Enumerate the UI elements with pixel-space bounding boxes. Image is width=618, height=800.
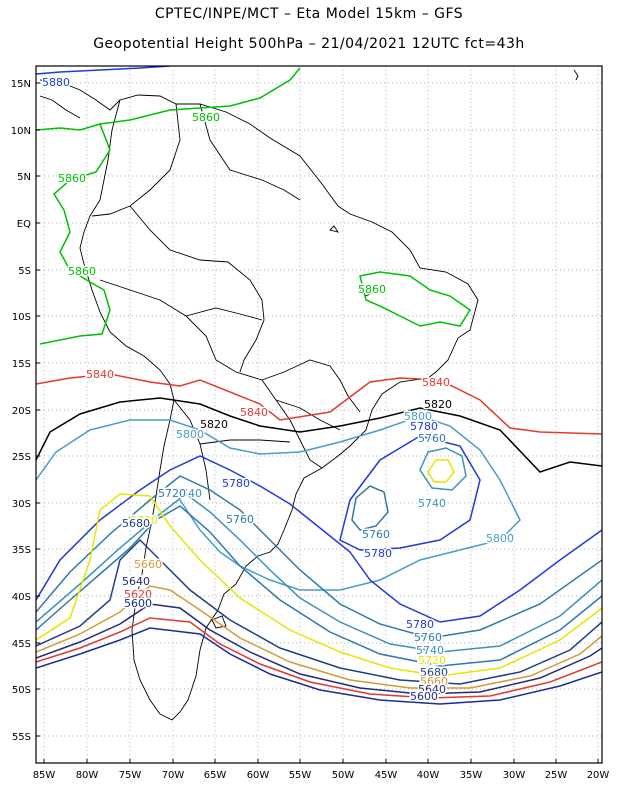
contour-5620 — [36, 617, 602, 699]
lon-tick-label: 40W — [417, 770, 440, 781]
contour-5720-inner — [427, 459, 455, 483]
label-5860-peru: 5860 — [68, 265, 96, 278]
label-5720-land: 5720 — [158, 487, 186, 500]
contour-5660 — [36, 585, 602, 689]
lon-tick-label: 30W — [503, 770, 526, 781]
contour-5720 — [36, 505, 602, 667]
label-5680-south: 5680 — [420, 666, 448, 679]
lat-tick-label: 5N — [17, 172, 31, 183]
label-5840-mid: 5840 — [240, 406, 268, 419]
contour-5740 — [36, 493, 602, 653]
lat-tick-label: 35S — [12, 545, 31, 556]
lat-tick-label: 5S — [18, 266, 31, 277]
contour-5700 — [36, 493, 602, 677]
coastlines — [39, 69, 579, 721]
label-5680-west: 5680 — [122, 517, 150, 530]
contour-5820 — [36, 397, 602, 473]
label-5760-coast: 5760 — [418, 432, 446, 445]
label-5820-mid: 5820 — [200, 418, 228, 431]
label-5760-land: 5760 — [226, 513, 254, 526]
label-5780-coast: 5780 — [410, 420, 438, 433]
height-contours — [36, 66, 602, 705]
lon-tick-label: 85W — [33, 770, 56, 781]
lat-lon-grid — [36, 66, 602, 763]
lon-tick-label: 80W — [76, 770, 99, 781]
label-5860-west: 5860 — [58, 172, 86, 185]
label-5780-ocean: 5780 — [406, 618, 434, 631]
label-5880: 5880 — [42, 76, 70, 89]
contour-5680 — [36, 538, 602, 685]
lon-tick-label: 20W — [587, 770, 610, 781]
label-5860-brazil: 5860 — [358, 283, 386, 296]
lon-tick-label: 65W — [204, 770, 227, 781]
lat-tick-label: 15S — [12, 359, 31, 370]
longitude-labels: 85W 80W 75W 70W 65W 60W 55W 50W 45W 40W 35W 30W 25W 2… — [33, 759, 610, 781]
label-5800-ocean: 5800 — [486, 532, 514, 545]
label-5800-east: 5800 — [404, 410, 432, 423]
lat-tick-label: 55S — [12, 732, 31, 743]
contour-5880 — [36, 66, 171, 75]
lat-tick-label: 45S — [12, 639, 31, 650]
contour-5860-brazil — [359, 271, 472, 327]
contour-5860-north — [36, 67, 301, 131]
lon-tick-label: 75W — [119, 770, 142, 781]
lat-tick-label: EQ — [17, 219, 31, 230]
lon-tick-label: 25W — [545, 770, 568, 781]
contour-labels: 5880 5860 5860 5860 5860 5840 5840 5840 5820 5820… — [41, 75, 516, 705]
contour-5780-inner — [339, 435, 481, 551]
contour-5740-inner — [419, 447, 467, 491]
contour-5760-inner — [351, 485, 389, 531]
label-5600-west: 5600 — [124, 597, 152, 610]
label-5760-ocean: 5760 — [362, 528, 390, 541]
latitude-labels: 15N 10N 5N EQ 5S 10S 15S 20S 25S 30S 35S 40S 45S 50S 5… — [11, 79, 40, 743]
label-5640-south: 5640 — [418, 683, 446, 696]
contour-5780 — [36, 455, 602, 623]
contour-5600 — [36, 627, 602, 705]
label-5700: 5700 — [130, 514, 158, 527]
map-frame — [35, 65, 603, 764]
label-5740-land: 5740 — [174, 487, 202, 500]
label-5780-land: 5780 — [222, 477, 250, 490]
lat-tick-label: 10N — [11, 126, 31, 137]
contour-5640 — [36, 603, 602, 695]
lon-tick-label: 45W — [375, 770, 398, 781]
lon-tick-label: 60W — [247, 770, 270, 781]
contour-5840 — [36, 373, 602, 435]
contour-5800 — [36, 415, 521, 591]
label-5780-south: 5780 — [364, 547, 392, 560]
label-5660-south: 5660 — [420, 675, 448, 688]
label-5660-west: 5660 — [134, 558, 162, 571]
label-5800-west: 5800 — [176, 428, 204, 441]
label-5740-south: 5740 — [416, 644, 444, 657]
lon-tick-label: 70W — [162, 770, 185, 781]
label-5600-south: 5600 — [410, 690, 438, 703]
map-subtitle: Geopotential Height 500hPa – 21/04/2021 … — [93, 36, 525, 52]
contour-5860-west — [39, 123, 111, 345]
lat-tick-label: 15N — [11, 79, 31, 90]
lon-tick-label: 35W — [460, 770, 483, 781]
label-5840-east: 5840 — [422, 376, 450, 389]
label-5840-west: 5840 — [86, 368, 114, 381]
label-5720-south: 5720 — [418, 654, 446, 667]
lat-tick-label: 40S — [12, 592, 31, 603]
label-5860-north: 5860 — [192, 111, 220, 124]
lat-tick-label: 20S — [12, 406, 31, 417]
lat-tick-label: 25S — [12, 452, 31, 463]
label-5620-west: 5620 — [124, 588, 152, 601]
lon-tick-label: 50W — [332, 770, 355, 781]
lat-tick-label: 30S — [12, 499, 31, 510]
contour-5760 — [36, 475, 602, 639]
lat-tick-label: 50S — [12, 685, 31, 696]
label-5820-east: 5820 — [424, 398, 452, 411]
lon-tick-label: 55W — [289, 770, 312, 781]
lat-tick-label: 10S — [12, 312, 31, 323]
label-5760-south: 5760 — [414, 631, 442, 644]
label-5740-ocean: 5740 — [418, 497, 446, 510]
label-5640: 5640 — [122, 575, 150, 588]
map-title: CPTEC/INPE/MCT – Eta Model 15km – GFS — [154, 6, 464, 22]
